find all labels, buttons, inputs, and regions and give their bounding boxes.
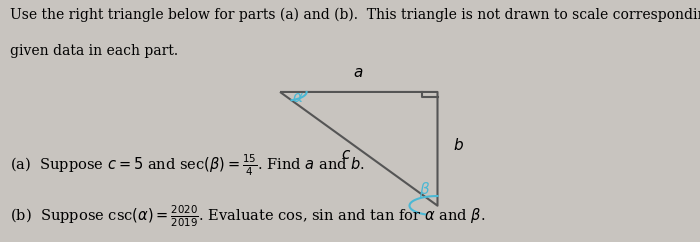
Text: $c$: $c$ [342, 148, 351, 162]
Text: $a$: $a$ [354, 66, 363, 80]
Text: $b$: $b$ [453, 137, 464, 153]
Text: $\alpha$: $\alpha$ [292, 91, 303, 105]
Text: Use the right triangle below for parts (a) and (b).  This triangle is not drawn : Use the right triangle below for parts (… [10, 7, 700, 22]
Text: $\beta$: $\beta$ [419, 181, 430, 199]
Text: given data in each part.: given data in each part. [10, 44, 178, 58]
Text: (b)  Suppose csc$(\alpha) = \frac{2020}{2019}$. Evaluate cos, sin and tan for $\: (b) Suppose csc$(\alpha) = \frac{2020}{2… [10, 203, 486, 229]
Text: (a)  Suppose $c = 5$ and sec$(\beta) = \frac{15}{4}$. Find $a$ and $b$.: (a) Suppose $c = 5$ and sec$(\beta) = \f… [10, 152, 365, 178]
